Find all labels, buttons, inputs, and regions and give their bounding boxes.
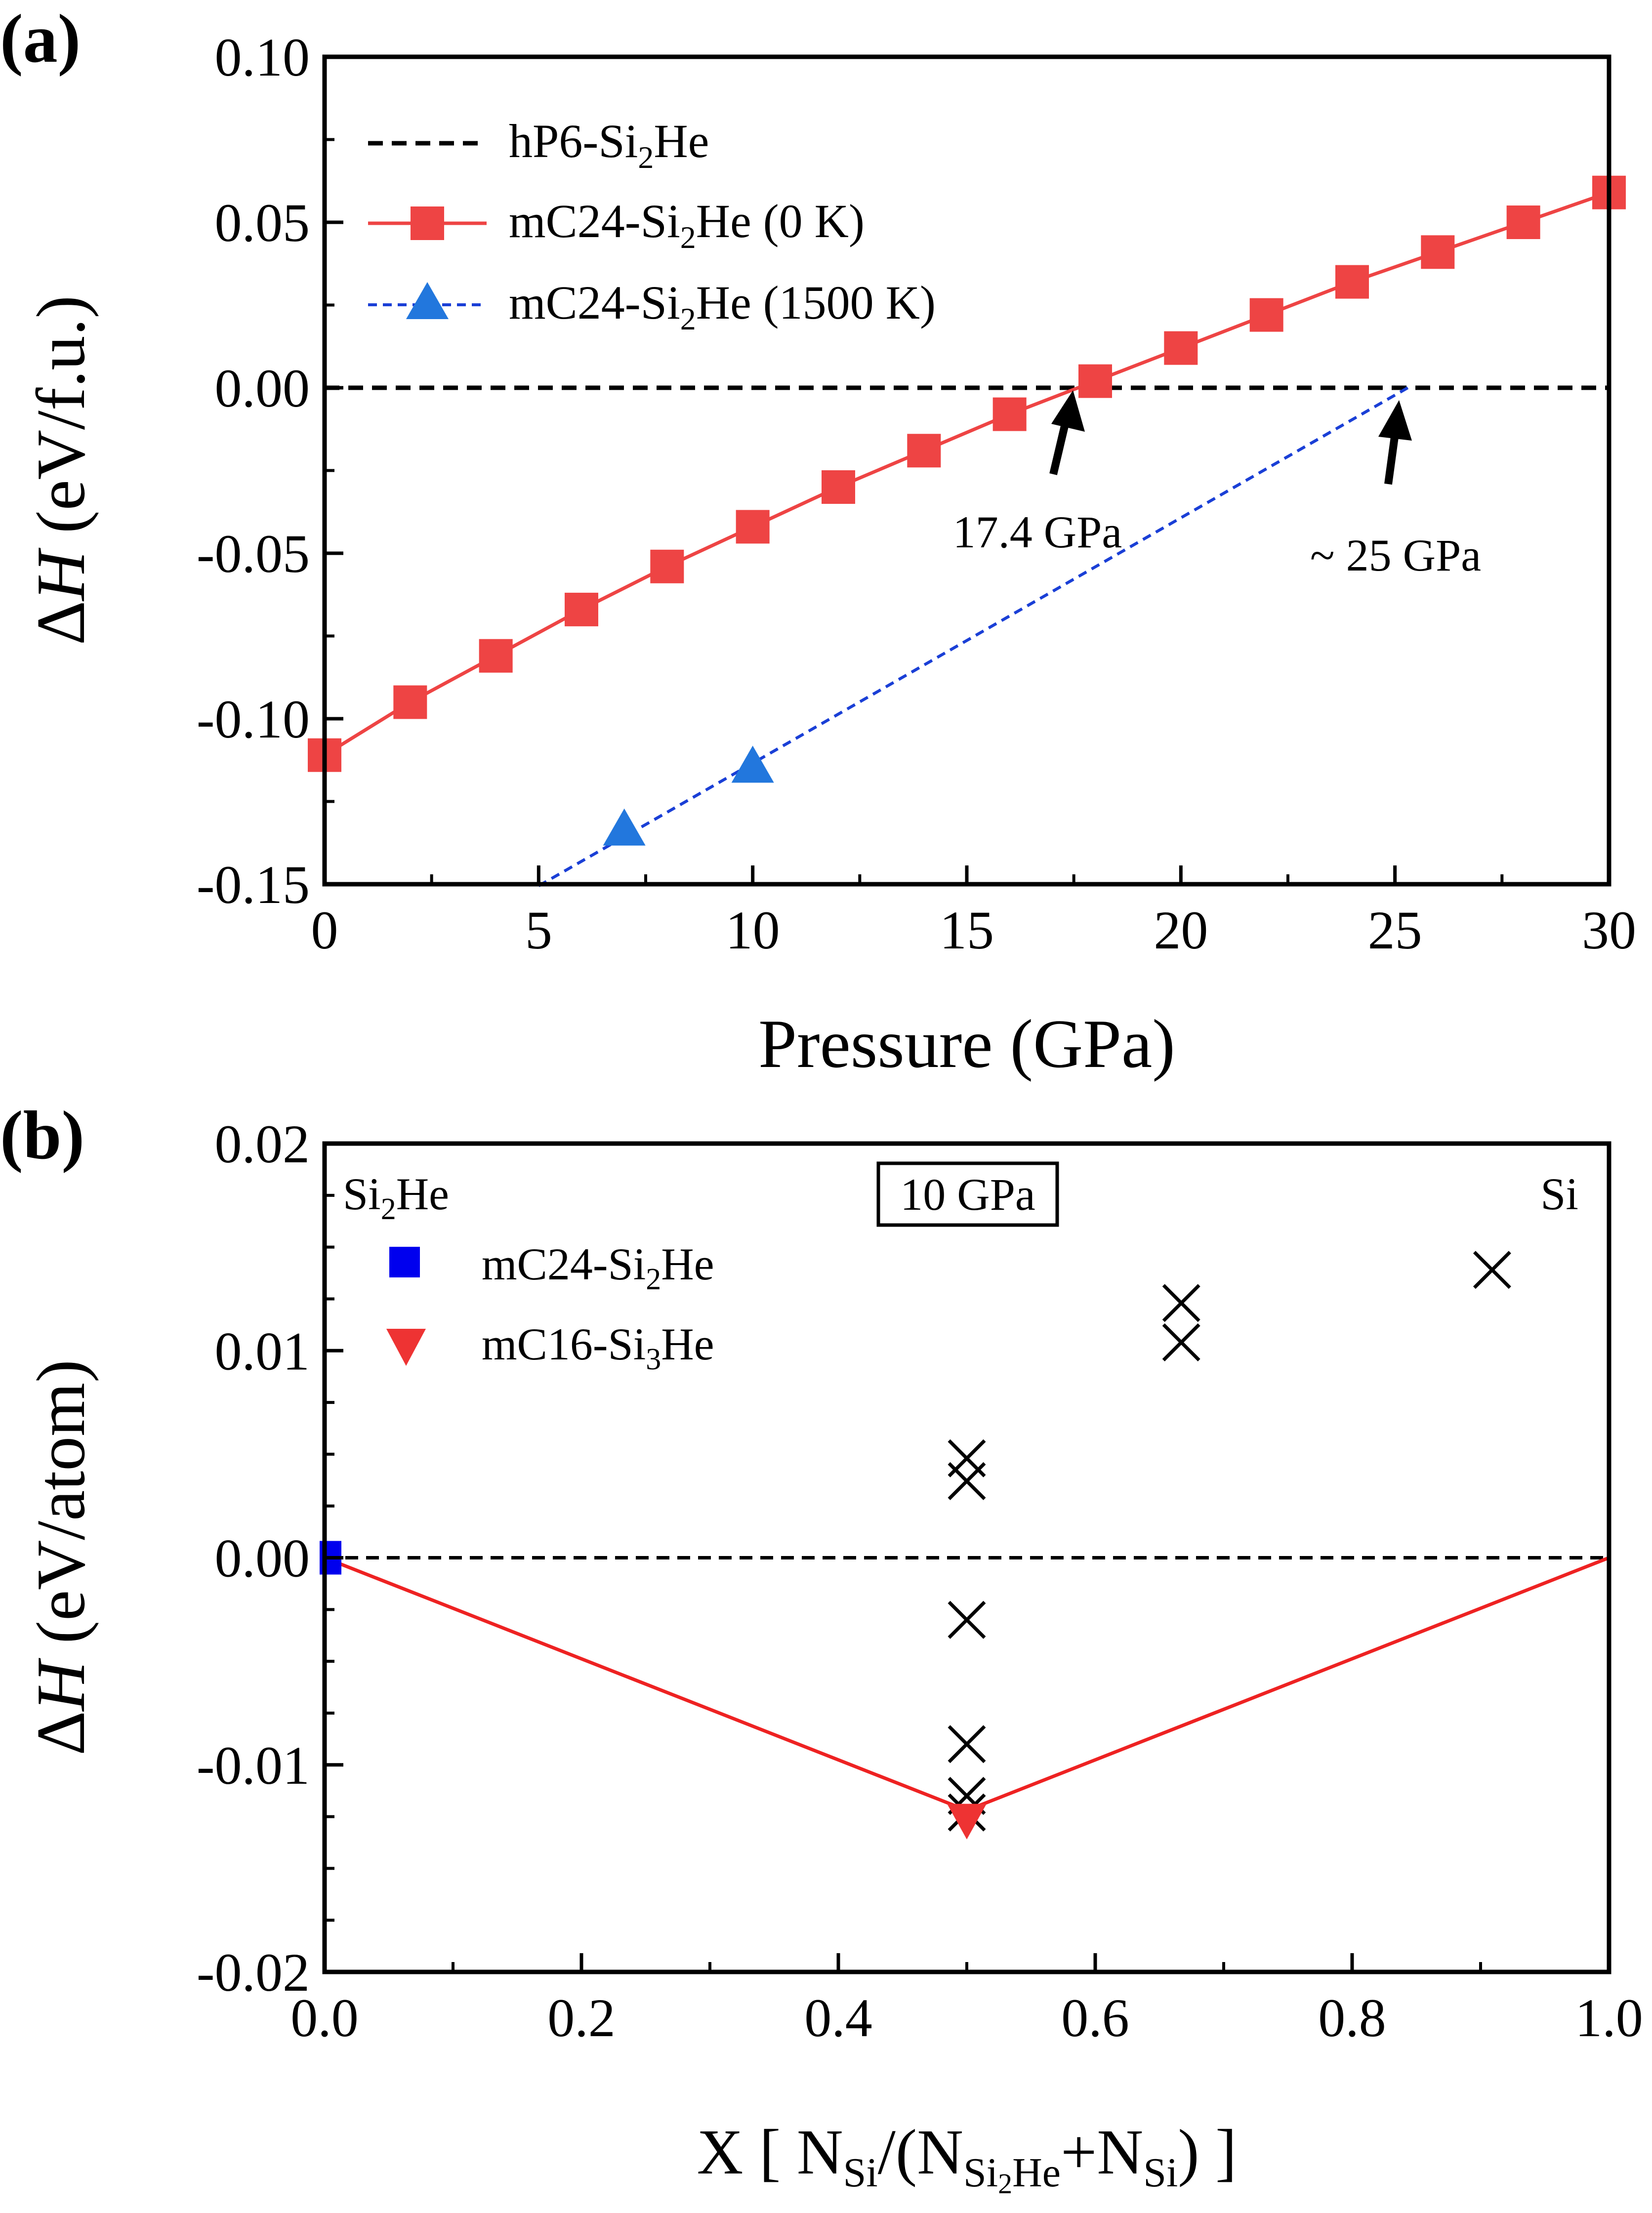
panel-b-y-tick-label: 0.01	[215, 1321, 310, 1381]
panel-b-x-tick-label: 1.0	[1575, 1988, 1643, 2048]
mc24-0k-point	[1506, 205, 1540, 239]
mc24-0k-point	[1335, 265, 1369, 299]
panel-b-x-tick-label: 0.8	[1318, 1988, 1386, 2048]
panel-a-y-tick-label: 0.00	[215, 358, 310, 418]
mc24-1500k-point	[731, 745, 774, 783]
mc24-0k-point	[992, 397, 1027, 431]
panel-b-label: (b)	[0, 1097, 84, 1174]
panel-b-x-tick-label: 0.2	[547, 1988, 616, 2048]
legend-mc24-0k-label: mC24-Si2He (0 K)	[509, 195, 865, 255]
other-structure-point	[1162, 1284, 1200, 1322]
convex-hull-line	[324, 1556, 1610, 1812]
panel-b-x-tick-label: 0.4	[804, 1988, 872, 2048]
mc24-0k-point	[393, 685, 427, 719]
legend-mc24-0k-marker	[411, 206, 444, 240]
panel-b-y-tick-label: -0.02	[197, 1942, 310, 2003]
mc24-0k-point	[1078, 364, 1112, 398]
other-structure-point	[948, 1462, 986, 1500]
legend-mc24-label: mC24-Si2He	[482, 1239, 714, 1296]
panel-a: (a) 0 5 10 15 20 25 30 -0.15 -0.10 -0.05 0.00 0.05…	[0, 0, 1636, 1082]
right-end-label: Si	[1540, 1169, 1578, 1219]
mc16-point	[947, 1803, 987, 1840]
left-end-label: Si2He	[343, 1169, 449, 1226]
legend-hp6-label: hP6-Si2He	[509, 115, 709, 175]
panel-a-x-tick-label: 15	[940, 900, 994, 960]
other-structure-point	[1473, 1251, 1511, 1289]
mc24-0k-point	[1421, 235, 1455, 269]
annotation-arrowhead-25	[1378, 400, 1412, 441]
mc24-0k-point	[565, 592, 598, 626]
panel-b-x-tick-label: 0.6	[1061, 1988, 1129, 2048]
legend-mc16-label: mC16-Si3He	[482, 1319, 714, 1376]
panel-b-x-axis-title: X [ NSi/(NSi2He+NSi) ]	[697, 2117, 1237, 2200]
other-structure-point	[948, 1600, 986, 1639]
panel-b-y-ticks: -0.02 -0.01 0.00 0.01 0.02	[197, 1114, 343, 2003]
pressure-box-frame	[876, 1161, 1059, 1227]
legend-mc24-1500k-marker	[406, 282, 449, 319]
panel-b-lines	[324, 1556, 1610, 1812]
mc24-0k-point	[736, 510, 770, 544]
mc24-0k-point	[822, 470, 855, 504]
panel-b-y-tick-label: 0.00	[215, 1528, 310, 1589]
panel-a-annotations: 17.4 GPa ~ 25 GPa	[953, 390, 1481, 580]
annotation-17p4-gpa: 17.4 GPa	[953, 507, 1122, 557]
other-structure-point	[948, 1725, 986, 1763]
pressure-box-label: 10 GPa	[900, 1169, 1035, 1220]
mc24-0k-point	[479, 639, 513, 673]
mc24-0k-point	[650, 549, 684, 583]
panel-b-x-ticks: 0.0 0.2 0.4 0.6 0.8 1.0	[290, 1953, 1643, 2048]
legend-mc24-1500k-label: mC24-Si2He (1500 K)	[509, 276, 936, 336]
panel-a-markers	[308, 175, 1626, 846]
panel-b-x-tick-label: 0.0	[290, 1988, 359, 2048]
mc24-0k-point	[907, 434, 941, 468]
panel-b-y-axis-title: ΔH (eV/atom)	[23, 1359, 99, 1755]
panel-a-x-tick-label: 20	[1154, 900, 1208, 960]
annotation-arrowhead-17p4	[1051, 390, 1085, 432]
legend-mc24-square	[389, 1247, 420, 1277]
mc24-1500k-point	[603, 808, 646, 846]
panel-a-x-tick-label: 5	[525, 900, 552, 960]
panel-a-x-ticks: 0 5 10 15 20 25 30	[311, 865, 1636, 960]
other-structure-point	[1162, 1323, 1200, 1361]
panel-a-plot-frame	[322, 54, 1611, 887]
annotation-25-gpa: ~ 25 GPa	[1310, 530, 1481, 580]
mc24-0k-line	[324, 191, 1610, 757]
panel-a-x-axis-title: Pressure (GPa)	[758, 1006, 1175, 1082]
panel-a-y-tick-label: 0.10	[215, 27, 310, 87]
panel-a-x-tick-label: 30	[1582, 900, 1636, 960]
panel-a-y-tick-label: -0.10	[197, 689, 310, 749]
panel-a-y-ticks: -0.15 -0.10 -0.05 0.00 0.05 0.10	[197, 27, 343, 915]
panel-a-x-tick-label: 10	[726, 900, 780, 960]
panel-b: (b) 0.0 0.2 0.4 0.6 0.8 1.0 -0.02 -0.01 0.00 0.0…	[0, 1097, 1643, 2200]
annotation-arrow-25	[1384, 429, 1400, 485]
panel-a-y-tick-label: -0.05	[197, 524, 310, 584]
annotation-arrow-17p4	[1049, 419, 1070, 475]
panel-a-y-tick-label: 0.05	[215, 193, 310, 253]
panel-a-y-axis-title: ΔH (eV/f.u.)	[23, 295, 99, 645]
panel-b-y-tick-label: -0.01	[197, 1735, 310, 1796]
panel-b-y-tick-label: 0.02	[215, 1114, 310, 1174]
mc24-0k-point	[1249, 298, 1283, 332]
panel-a-label: (a)	[0, 0, 81, 77]
panel-a-legend: hP6-Si2He mC24-Si2He (0 K) mC24-Si2He (1…	[368, 115, 936, 336]
panel-b-legend: mC24-Si2He mC16-Si3He	[386, 1239, 714, 1376]
panel-a-y-tick-label: -0.15	[197, 855, 310, 915]
legend-mc16-triangle	[386, 1329, 426, 1366]
panel-a-lines	[324, 191, 1610, 887]
mc24-1500k-line	[537, 386, 1409, 887]
panel-a-x-tick-label: 0	[311, 900, 338, 960]
panel-a-x-tick-label: 25	[1368, 900, 1422, 960]
mc24-0k-point	[1164, 331, 1198, 365]
